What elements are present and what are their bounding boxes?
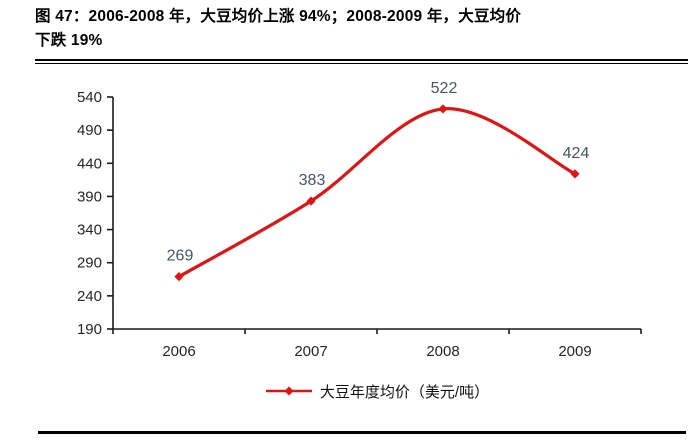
figure-title-line2: 下跌 19% xyxy=(35,31,103,49)
x-axis-category-label: 2007 xyxy=(294,343,327,360)
y-axis-tick-label: 440 xyxy=(77,155,102,172)
data-point-label: 522 xyxy=(431,80,458,97)
x-axis-category-label: 2008 xyxy=(426,343,459,360)
y-axis-tick-label: 190 xyxy=(77,321,102,338)
data-point-label: 424 xyxy=(563,145,590,162)
data-point-marker xyxy=(174,272,184,282)
price-series-line xyxy=(177,107,577,279)
legend-line-marker-icon xyxy=(265,386,312,396)
y-axis-tick-label: 490 xyxy=(77,122,102,139)
figure-bottom-divider xyxy=(38,431,686,434)
title-divider-double-rule xyxy=(35,59,688,64)
price-line-chart: 190 240 290 340 390 440 490 540 2006 2007 2008 2009… xyxy=(77,80,642,360)
y-axis-tick-label: 240 xyxy=(77,288,102,305)
data-point-marker xyxy=(570,169,580,179)
figure-title: 图 47：2006-2008 年，大豆均价上涨 94%；2008-2009 年，… xyxy=(35,5,685,52)
chart-legend: 大豆年度均价（美元/吨） xyxy=(113,381,641,401)
x-axis-category-label: 2009 xyxy=(558,343,591,360)
x-axis-category-label: 2006 xyxy=(162,343,195,360)
legend-series-label: 大豆年度均价（美元/吨） xyxy=(319,383,490,401)
y-axis-tick-label: 540 xyxy=(77,89,102,106)
y-axis-tick-label: 340 xyxy=(77,222,102,239)
figure-title-line1: 图 47：2006-2008 年，大豆均价上涨 94%；2008-2009 年，… xyxy=(35,8,522,25)
data-point-label: 383 xyxy=(299,172,326,189)
data-point-label: 269 xyxy=(167,248,194,265)
data-point-marker xyxy=(438,104,448,114)
y-axis-tick-label: 290 xyxy=(77,255,102,272)
data-point-marker xyxy=(306,196,316,206)
y-axis-tick-label: 390 xyxy=(77,188,102,205)
